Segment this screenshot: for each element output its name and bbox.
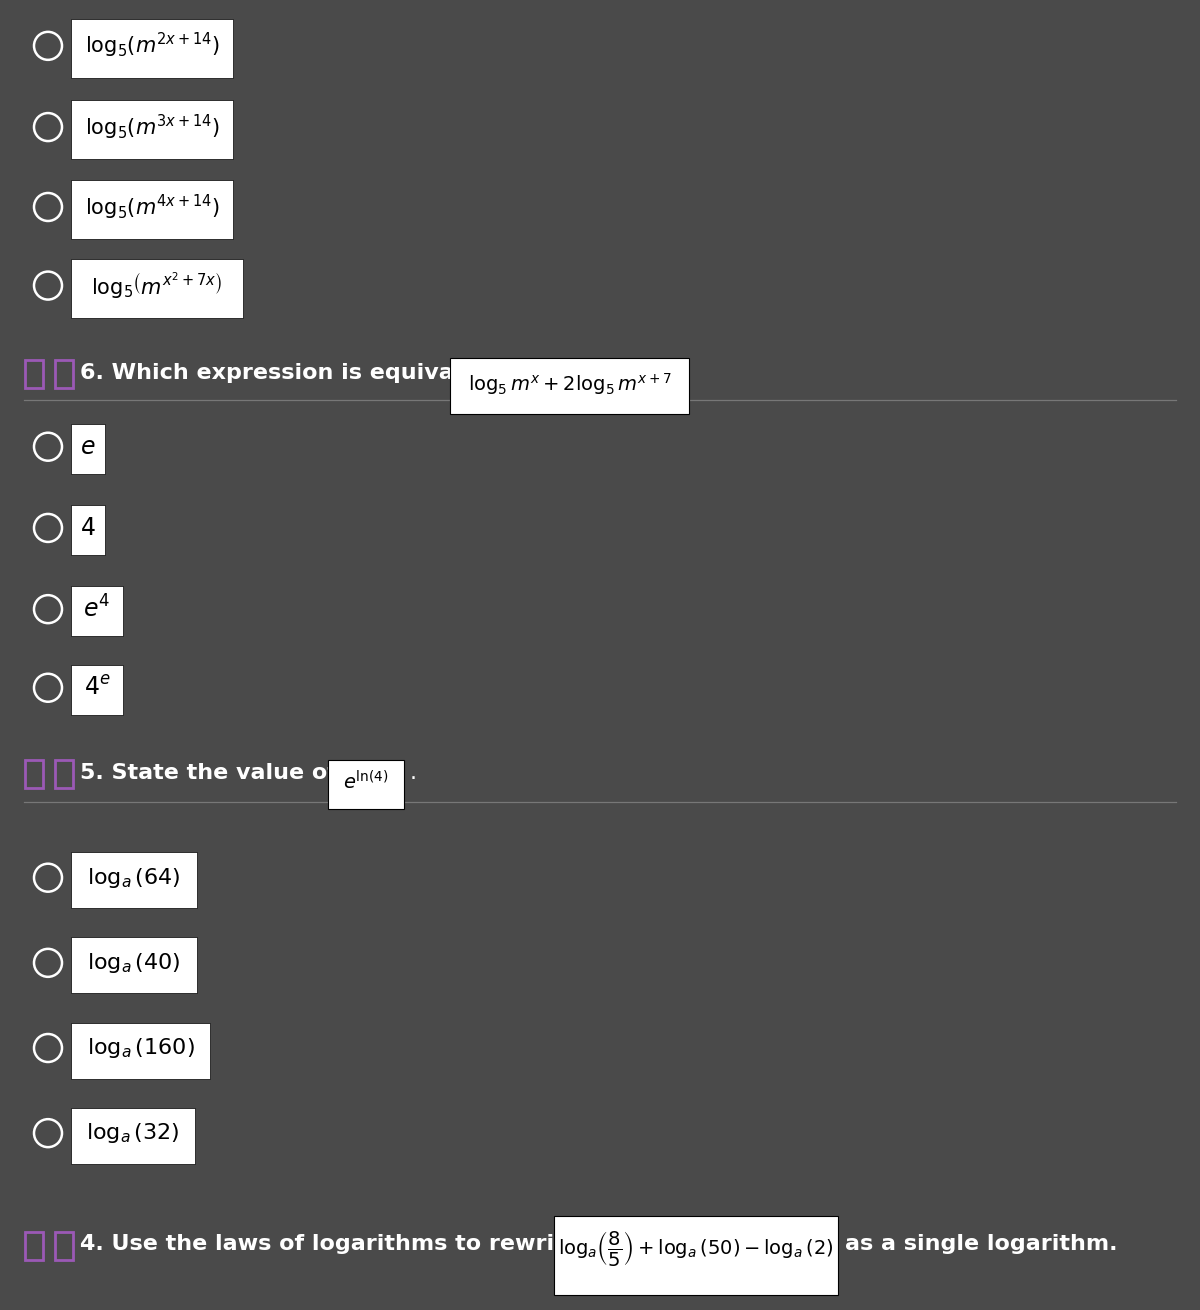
Text: $\log_{5}\!\left(m^{x^2+7x}\right)$: $\log_{5}\!\left(m^{x^2+7x}\right)$ (91, 270, 223, 301)
FancyBboxPatch shape (71, 587, 124, 637)
Text: $\log_{5}\!\left(m^{4x+14}\right)$: $\log_{5}\!\left(m^{4x+14}\right)$ (84, 193, 220, 221)
Text: 4. Use the laws of logarithms to rewrite: 4. Use the laws of logarithms to rewrite (80, 1234, 580, 1255)
Text: $e^{4}$: $e^{4}$ (83, 596, 110, 622)
FancyBboxPatch shape (328, 760, 404, 808)
Text: $\log_{a}(32)$: $\log_{a}(32)$ (86, 1121, 180, 1145)
Text: $\log_{a}(160)$: $\log_{a}(160)$ (86, 1036, 194, 1060)
Text: as a single logarithm.: as a single logarithm. (845, 1234, 1117, 1255)
FancyBboxPatch shape (554, 1216, 838, 1296)
Text: $e^{\ln(4)}$: $e^{\ln(4)}$ (343, 770, 389, 794)
FancyBboxPatch shape (71, 1108, 194, 1163)
FancyBboxPatch shape (71, 938, 197, 993)
Text: $4^{e}$: $4^{e}$ (84, 676, 110, 700)
Text: $4$: $4$ (80, 516, 96, 540)
Text: $\log_{5}\!\left(m^{3x+14}\right)$: $\log_{5}\!\left(m^{3x+14}\right)$ (84, 113, 220, 141)
Text: $\log_{5}m^{x} + 2\log_{5}m^{x+7}$: $\log_{5}m^{x} + 2\log_{5}m^{x+7}$ (468, 371, 671, 397)
Text: 6. Which expression is equivalent to: 6. Which expression is equivalent to (80, 363, 536, 384)
FancyBboxPatch shape (71, 101, 233, 160)
FancyBboxPatch shape (71, 20, 233, 79)
Text: $\log_{a}(40)$: $\log_{a}(40)$ (88, 951, 181, 975)
FancyBboxPatch shape (450, 359, 689, 414)
Text: .: . (410, 762, 418, 783)
FancyBboxPatch shape (71, 424, 106, 474)
Text: $\log_{5}\!\left(m^{2x+14}\right)$: $\log_{5}\!\left(m^{2x+14}\right)$ (84, 31, 220, 60)
FancyBboxPatch shape (71, 181, 233, 240)
Text: $\log_{a}\!\left(\dfrac{8}{5}\right) + \log_{a}(50) - \log_{a}(2)$: $\log_{a}\!\left(\dfrac{8}{5}\right) + \… (558, 1229, 834, 1268)
FancyBboxPatch shape (71, 259, 242, 318)
FancyBboxPatch shape (71, 665, 124, 715)
Text: 5. State the value of: 5. State the value of (80, 762, 337, 783)
Text: $\log_{a}(64)$: $\log_{a}(64)$ (88, 866, 181, 889)
FancyBboxPatch shape (71, 506, 106, 555)
FancyBboxPatch shape (71, 1023, 210, 1078)
Text: $e$: $e$ (80, 435, 96, 458)
FancyBboxPatch shape (71, 853, 197, 908)
